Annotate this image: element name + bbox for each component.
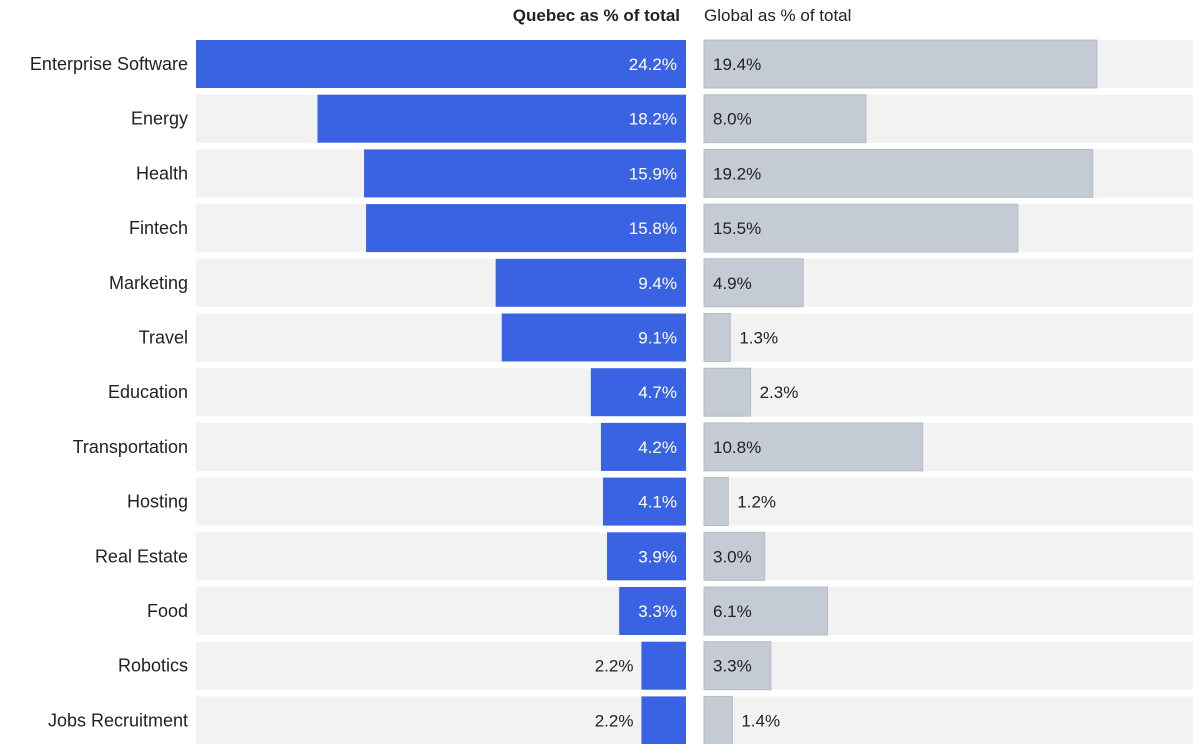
global-track: [704, 477, 1193, 526]
global-column-header: Global as % of total: [704, 6, 851, 25]
quebec-bar: [641, 641, 686, 690]
quebec-value-label: 18.2%: [629, 110, 677, 129]
category-label: Transportation: [73, 437, 188, 457]
global-value-label: 3.0%: [713, 547, 752, 566]
category-label: Energy: [131, 109, 188, 129]
global-bar: [703, 39, 1098, 89]
chart-rows: Enterprise Software 24.2% 19.4% Energy 18.2%…: [30, 39, 1193, 744]
quebec-value-label: 4.2%: [638, 438, 677, 457]
category-label: Jobs Recruitment: [48, 710, 188, 730]
quebec-value-label: 9.1%: [638, 329, 677, 348]
quebec-track: [196, 587, 686, 635]
global-track: [704, 641, 1193, 690]
quebec-track: [196, 532, 686, 581]
quebec-value-label: 15.9%: [629, 164, 677, 183]
global-value-label: 19.2%: [713, 164, 761, 183]
quebec-value-label: 4.1%: [638, 493, 677, 512]
category-label: Food: [147, 601, 188, 621]
category-label: Marketing: [109, 273, 188, 293]
quebec-bar: [619, 587, 686, 635]
global-value-label: 4.9%: [713, 274, 752, 293]
global-value-label: 8.0%: [713, 110, 752, 129]
category-label: Education: [108, 382, 188, 402]
quebec-bar: [317, 94, 686, 143]
category-label: Health: [136, 163, 188, 183]
quebec-bar: [600, 422, 686, 471]
quebec-value-label: 2.2%: [595, 657, 634, 676]
global-value-label: 1.4%: [741, 711, 780, 730]
quebec-bar: [366, 204, 686, 253]
global-bar: [703, 258, 804, 308]
global-track: [704, 368, 1193, 417]
category-label: Robotics: [118, 656, 188, 676]
global-track: [704, 313, 1193, 362]
quebec-column-header: Quebec as % of total: [513, 6, 680, 25]
global-value-label: 10.8%: [713, 438, 761, 457]
global-bar: [703, 695, 733, 744]
global-bar: [703, 313, 731, 362]
global-bar: [703, 422, 924, 472]
quebec-value-label: 4.7%: [638, 383, 677, 402]
quebec-track: [196, 641, 686, 690]
global-track: [704, 532, 1193, 581]
global-value-label: 2.3%: [760, 383, 799, 402]
global-bar: [703, 148, 1094, 198]
quebec-track: [196, 696, 686, 744]
quebec-bar: [641, 696, 686, 744]
category-label: Fintech: [129, 218, 188, 238]
global-bar: [703, 531, 766, 581]
category-label: Enterprise Software: [30, 54, 188, 74]
quebec-value-label: 3.3%: [638, 602, 677, 621]
quebec-bar: [590, 368, 686, 417]
quebec-bar: [602, 477, 686, 526]
category-label: Travel: [139, 328, 188, 348]
quebec-bar: [501, 313, 686, 362]
quebec-value-label: 2.2%: [595, 711, 634, 730]
global-bar: [703, 586, 829, 636]
global-track: [704, 696, 1193, 744]
global-value-label: 1.2%: [737, 493, 776, 512]
global-value-label: 1.3%: [739, 329, 778, 348]
quebec-bar: [364, 149, 686, 198]
quebec-value-label: 3.9%: [638, 547, 677, 566]
quebec-bar: [495, 258, 686, 307]
global-bar: [703, 477, 729, 527]
global-bar: [703, 367, 752, 417]
quebec-bar: [196, 40, 686, 88]
global-value-label: 3.3%: [713, 657, 752, 676]
quebec-value-label: 24.2%: [629, 55, 677, 74]
global-bar: [703, 94, 867, 144]
category-label: Real Estate: [95, 546, 188, 566]
global-value-label: 6.1%: [713, 602, 752, 621]
global-bar: [703, 641, 772, 691]
quebec-value-label: 15.8%: [629, 219, 677, 238]
quebec-bar: [607, 532, 686, 581]
global-value-label: 19.4%: [713, 55, 761, 74]
global-bar: [703, 203, 1019, 253]
global-value-label: 15.5%: [713, 219, 761, 238]
quebec-value-label: 9.4%: [638, 274, 677, 293]
category-label: Hosting: [127, 492, 188, 512]
